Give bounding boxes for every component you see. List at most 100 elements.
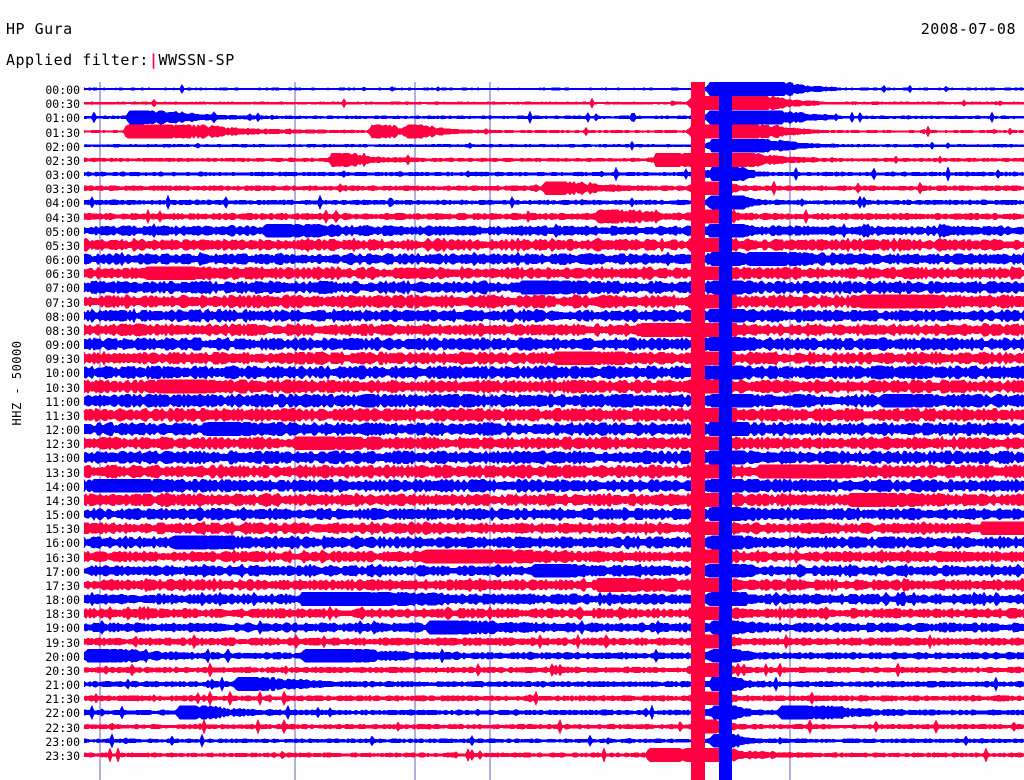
trace-body	[84, 125, 1024, 138]
trace-body	[84, 436, 1024, 450]
time-tick-label: 12:30	[45, 437, 80, 452]
trace-envelope	[83, 96, 1024, 104]
time-tick-label: 16:00	[45, 536, 80, 551]
trace-envelope	[83, 543, 1024, 550]
trace-body	[84, 734, 1024, 748]
time-tick-label: 22:00	[45, 706, 80, 721]
trace-envelope	[83, 435, 1024, 442]
trace-envelope	[83, 194, 1024, 203]
trace-envelope	[83, 308, 1024, 315]
trace-envelope	[83, 188, 1024, 196]
trace-envelope	[83, 82, 1024, 90]
trace-envelope	[83, 202, 1024, 211]
trace-envelope	[83, 549, 1024, 556]
trace-envelope	[83, 180, 1024, 188]
trace-body	[84, 153, 1024, 167]
trace-body	[84, 252, 1024, 266]
trace-row	[83, 591, 1024, 607]
trace-envelope	[83, 331, 1024, 338]
trace-envelope	[83, 557, 1024, 564]
trace-envelope	[83, 487, 1024, 494]
trace-row	[83, 294, 1024, 309]
trace-row	[83, 237, 1024, 253]
trace-envelope	[83, 444, 1024, 451]
time-tick-label: 02:30	[45, 153, 80, 168]
trace-body	[84, 167, 1024, 181]
trace-row	[83, 747, 1024, 763]
time-tick-label: 02:00	[45, 139, 80, 154]
time-tick-label: 14:30	[45, 493, 80, 508]
trace-envelope	[83, 231, 1024, 239]
trace-body	[84, 224, 1024, 238]
time-tick-label: 07:00	[45, 281, 80, 296]
time-tick-label: 15:30	[45, 522, 80, 537]
trace-row	[83, 449, 1024, 465]
event-column-band	[691, 82, 705, 780]
trace-envelope	[83, 223, 1024, 230]
trace-envelope	[83, 379, 1024, 386]
trace-envelope	[83, 217, 1024, 225]
trace-envelope	[83, 208, 1024, 216]
trace-row	[83, 620, 1024, 635]
time-tick-label: 11:00	[45, 394, 80, 409]
time-tick-label: 20:00	[45, 649, 80, 664]
time-tick-label: 23:00	[45, 734, 80, 749]
time-tick-label: 17:30	[45, 578, 80, 593]
time-tick-label: 12:00	[45, 423, 80, 438]
trace-envelope	[83, 251, 1024, 258]
trace-envelope	[83, 124, 1024, 132]
trace-envelope	[83, 732, 1024, 741]
trace-envelope	[83, 648, 1024, 656]
trace-body	[84, 110, 1024, 124]
time-tick-label: 20:30	[45, 663, 80, 678]
trace-envelope	[83, 704, 1024, 713]
trace-envelope	[83, 103, 1024, 111]
trace-body	[84, 635, 1024, 649]
trace-envelope	[83, 166, 1024, 174]
trace-envelope	[83, 529, 1024, 536]
trace-body	[84, 691, 1024, 705]
trace-body	[84, 706, 1024, 719]
time-tick-label: 06:30	[45, 267, 80, 282]
trace-row	[83, 194, 1024, 211]
time-tick-label: 18:00	[45, 593, 80, 608]
trace-row	[83, 605, 1024, 621]
trace-row	[83, 577, 1024, 593]
trace-row	[83, 265, 1024, 281]
trace-body	[84, 394, 1024, 408]
trace-envelope	[83, 288, 1024, 295]
trace-envelope	[83, 294, 1024, 301]
trace-row	[83, 534, 1024, 550]
trace-envelope	[83, 515, 1024, 522]
trace-row	[83, 676, 1024, 692]
time-tick-label: 18:30	[45, 607, 80, 622]
trace-row	[83, 690, 1024, 707]
time-tick-label: 00:00	[45, 83, 80, 97]
time-tick-label: 11:30	[45, 408, 80, 423]
trace-row	[83, 279, 1024, 295]
trace-envelope	[83, 152, 1024, 160]
trace-row	[83, 648, 1024, 664]
trace-envelope	[83, 359, 1024, 366]
trace-envelope	[83, 350, 1024, 357]
time-tick-label: 03:30	[45, 182, 80, 197]
trace-row	[83, 180, 1024, 196]
trace-body	[84, 295, 1024, 308]
trace-envelope	[83, 117, 1024, 125]
trace-body	[84, 238, 1024, 252]
trace-body	[84, 266, 1024, 280]
trace-row	[83, 96, 1024, 111]
time-tick-label: 00:30	[45, 97, 80, 112]
trace-envelope	[83, 676, 1024, 684]
trace-envelope	[83, 712, 1024, 721]
trace-envelope	[84, 571, 1024, 579]
trace-envelope	[83, 501, 1024, 508]
trace-body	[84, 621, 1024, 634]
trace-body	[84, 663, 1024, 677]
trace-row	[83, 322, 1024, 338]
trace-row	[83, 152, 1024, 168]
trace-body	[84, 366, 1024, 379]
time-tick-label: 01:30	[45, 125, 80, 140]
trace-envelope	[83, 718, 1024, 727]
trace-envelope	[83, 345, 1024, 352]
